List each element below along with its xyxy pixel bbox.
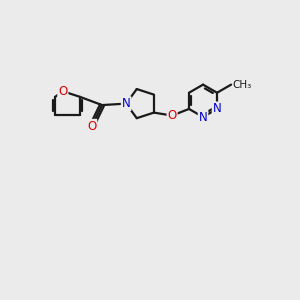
Text: O: O <box>58 85 68 98</box>
Text: O: O <box>167 109 177 122</box>
Text: CH₃: CH₃ <box>232 80 252 90</box>
Text: N: N <box>213 102 221 116</box>
Text: N: N <box>122 97 130 110</box>
Text: O: O <box>87 120 96 133</box>
Text: N: N <box>199 110 207 124</box>
